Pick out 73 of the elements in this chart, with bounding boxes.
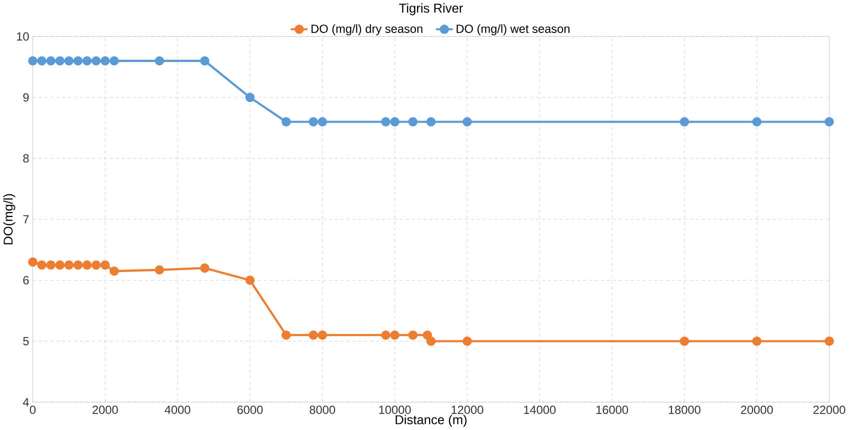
point: [318, 330, 328, 340]
point: [752, 117, 762, 126]
point: [82, 260, 92, 270]
x-axis-title: Distance (m): [396, 414, 467, 427]
point: [100, 56, 110, 66]
point: [154, 56, 164, 66]
point: [680, 336, 690, 346]
point: [282, 330, 291, 340]
point: [245, 92, 255, 102]
point: [64, 260, 74, 270]
point: [408, 330, 418, 340]
point: [318, 117, 328, 126]
point: [28, 56, 38, 66]
x-tick-label: 12000: [452, 406, 484, 414]
point: [462, 336, 472, 346]
point: [426, 117, 436, 126]
x-tick-label: 18000: [668, 406, 700, 414]
point: [462, 117, 472, 126]
point: [28, 257, 38, 267]
y-axis-title: DO(mg/l): [3, 194, 16, 244]
point: [110, 56, 119, 66]
point: [752, 336, 762, 346]
point: [824, 336, 834, 346]
point: [390, 117, 400, 126]
x-tick-label: 22000: [813, 406, 846, 414]
point: [55, 56, 65, 66]
point: [824, 117, 834, 126]
point: [422, 330, 432, 340]
x-tick-label: 16000: [596, 406, 628, 414]
y-tick-label: 7: [23, 215, 29, 224]
x-tick-label: 8000: [310, 406, 336, 414]
x-tick-label: 14000: [524, 406, 556, 414]
x-tick-label: 0: [30, 406, 36, 414]
x-tick-label: 2000: [92, 406, 118, 414]
x-tick-label: 6000: [237, 406, 263, 414]
point: [408, 117, 418, 126]
point: [308, 117, 318, 126]
point: [37, 56, 46, 66]
point: [426, 336, 436, 346]
point: [82, 56, 92, 66]
point: [154, 265, 164, 274]
x-tick-label: 20000: [740, 406, 773, 414]
point: [390, 330, 400, 340]
point: [37, 260, 46, 270]
point: [308, 330, 318, 340]
y-tick-label: 8: [23, 154, 29, 163]
legend-label: DO (mg/l) wet season: [456, 24, 570, 36]
y-tick-label: 4: [22, 398, 29, 406]
legend-label: DO (mg/l) dry season: [312, 24, 422, 36]
y-tick-label: 10: [17, 32, 29, 41]
y-tick-label: 6: [23, 276, 29, 284]
point: [200, 263, 210, 273]
x-tick-label: 4000: [164, 406, 190, 414]
point: [381, 117, 390, 126]
point: [200, 56, 210, 66]
point: [110, 266, 119, 276]
point: [55, 260, 65, 270]
point: [73, 260, 83, 270]
x-tick-label: 10000: [379, 406, 411, 414]
point: [282, 117, 291, 126]
point: [91, 56, 101, 66]
point: [73, 56, 83, 66]
y-tick-label: 9: [23, 93, 29, 102]
point: [46, 260, 56, 270]
chart-title: Tigris River: [399, 3, 463, 16]
y-tick-label: 5: [23, 337, 29, 346]
point: [64, 56, 74, 66]
point: [245, 276, 255, 285]
point: [680, 117, 690, 126]
point: [381, 330, 390, 340]
point: [91, 260, 101, 270]
point: [100, 260, 110, 270]
point: [46, 56, 56, 66]
